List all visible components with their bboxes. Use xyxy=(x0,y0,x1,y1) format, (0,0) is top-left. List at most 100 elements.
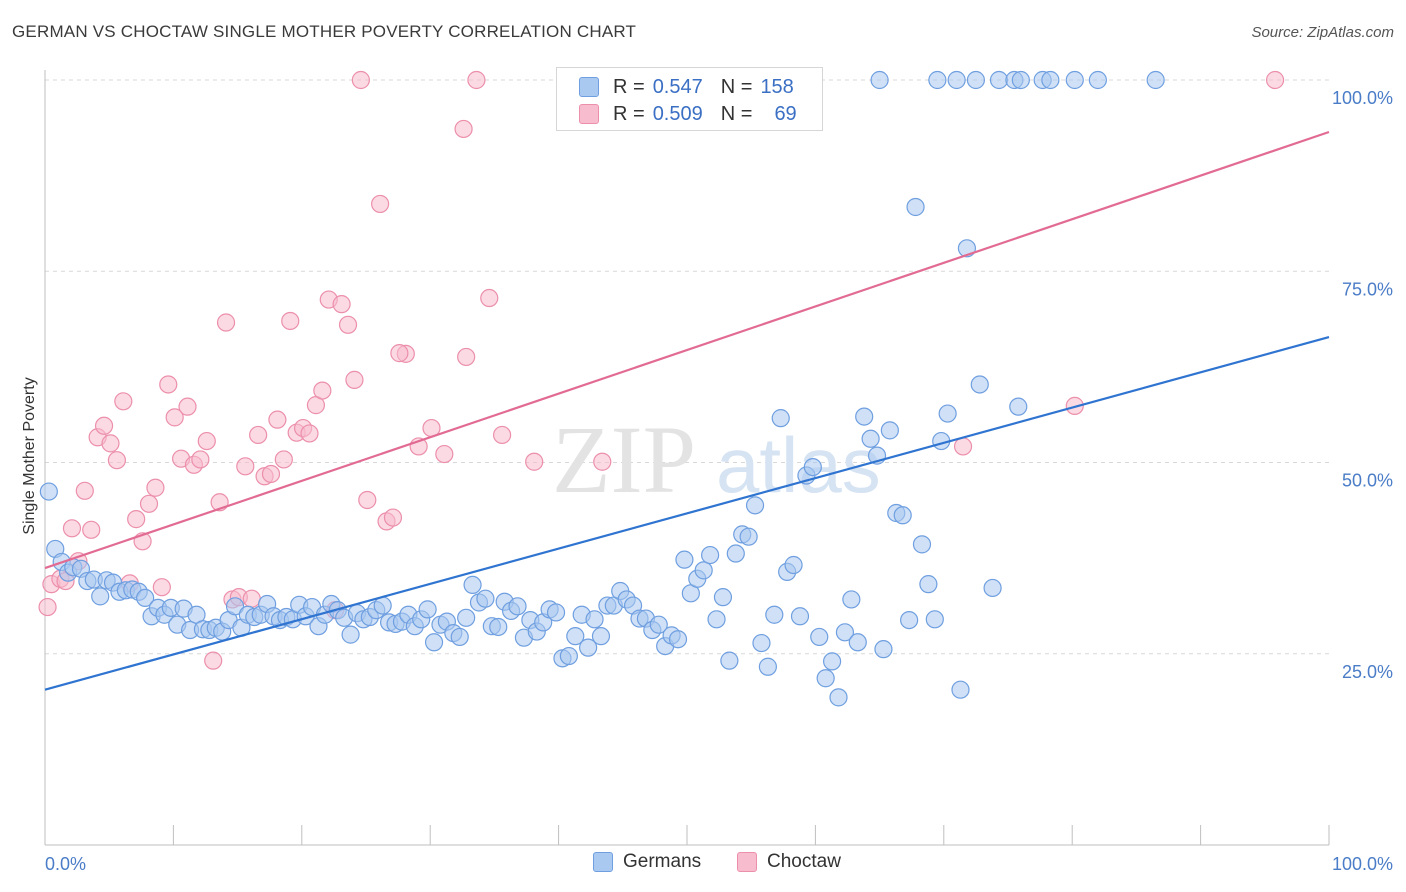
german-point xyxy=(874,640,893,659)
choctaw-point xyxy=(525,452,544,471)
german-points xyxy=(39,70,1165,707)
german-point xyxy=(341,625,360,644)
german-point xyxy=(970,375,989,394)
choctaw-point xyxy=(204,651,223,670)
choctaw-point xyxy=(1265,70,1285,90)
choctaw-point xyxy=(101,434,120,453)
german-point xyxy=(925,610,944,629)
series-legend-choctaw: Choctaw xyxy=(737,851,841,873)
german-point xyxy=(900,610,919,630)
choctaw-point xyxy=(191,450,210,469)
choctaw-point xyxy=(371,194,390,214)
german-point xyxy=(771,409,790,428)
german-point xyxy=(810,627,829,647)
choctaw-point xyxy=(82,520,101,539)
german-point xyxy=(784,555,803,575)
german-point xyxy=(947,70,966,90)
german-point xyxy=(450,627,469,647)
german-point xyxy=(585,610,604,629)
legend-r-label: R = xyxy=(613,102,645,125)
choctaw-point xyxy=(435,444,454,464)
y-tick-label: 100.0% xyxy=(1332,88,1393,108)
choctaw-point xyxy=(268,410,287,429)
choctaw-point xyxy=(139,494,159,513)
german-point xyxy=(489,617,508,637)
choctaw-point xyxy=(38,597,57,617)
choctaw-point xyxy=(152,578,171,597)
german-point xyxy=(842,590,861,609)
german-point xyxy=(880,421,899,440)
german-point xyxy=(835,623,855,642)
choctaw-point xyxy=(274,450,293,469)
choctaw-point xyxy=(178,397,197,416)
german-point xyxy=(870,70,889,90)
german-point xyxy=(893,506,912,525)
german-point xyxy=(1011,70,1030,90)
choctaw-point xyxy=(493,425,512,445)
german-point xyxy=(418,600,437,619)
choctaw-point xyxy=(94,416,114,435)
german-point xyxy=(463,575,482,595)
german-point xyxy=(906,197,925,217)
y-tick-labels: 25.0% 50.0% 75.0% 100.0% xyxy=(1332,88,1393,682)
german-point xyxy=(951,680,970,699)
legend-swatch-choctaw xyxy=(579,104,599,124)
german-point xyxy=(566,627,585,646)
german-point xyxy=(928,70,947,90)
german-point xyxy=(225,597,245,616)
choctaw-point xyxy=(62,519,82,538)
german-point xyxy=(707,610,726,629)
y-tick-label: 75.0% xyxy=(1342,279,1393,299)
german-point xyxy=(855,407,874,426)
choctaw-point xyxy=(242,589,261,608)
legend-n-value-germans: 158 xyxy=(760,75,794,98)
legend-r-value-choctaw: 0.509 xyxy=(652,102,703,125)
german-point xyxy=(848,633,867,652)
choctaw-trend-line xyxy=(44,130,1330,570)
watermark: ZIP atlas xyxy=(552,406,881,513)
choctaw-point xyxy=(249,425,268,445)
series-name-germans: Germans xyxy=(623,851,702,872)
legend-n-label: N = xyxy=(720,75,753,98)
german-point xyxy=(701,545,720,565)
choctaw-point xyxy=(107,451,127,470)
german-point xyxy=(694,561,713,580)
choctaw-point xyxy=(75,481,94,500)
watermark-atlas: atlas xyxy=(716,421,881,509)
german-point xyxy=(966,70,986,90)
german-point xyxy=(649,615,668,634)
y-axis-label: Single Mother Poverty xyxy=(21,377,38,534)
source-credit: Source: ZipAtlas.com xyxy=(1251,24,1394,41)
german-point xyxy=(668,630,688,649)
german-point xyxy=(591,627,611,646)
legend-r-value-germans: 0.547 xyxy=(652,75,703,98)
choctaw-point xyxy=(480,288,499,308)
choctaw-point xyxy=(351,70,370,90)
choctaw-point xyxy=(358,490,377,510)
german-point xyxy=(861,429,880,448)
choctaw-point xyxy=(165,408,184,427)
series-legend-germans: Germans xyxy=(593,851,701,873)
choctaw-point xyxy=(300,424,319,443)
chart-title: GERMAN VS CHOCTAW SINGLE MOTHER POVERTY … xyxy=(12,22,637,41)
german-point xyxy=(1065,70,1084,90)
x-tick-label: 0.0% xyxy=(45,854,86,874)
german-point xyxy=(989,70,1009,90)
choctaw-point xyxy=(345,370,364,389)
y-tick-label: 25.0% xyxy=(1342,662,1393,682)
german-point xyxy=(1088,70,1107,90)
german-point xyxy=(983,578,1002,598)
german-point xyxy=(559,646,578,666)
choctaw-point xyxy=(146,478,165,497)
german-point xyxy=(758,657,777,676)
german-point xyxy=(424,633,444,652)
axes xyxy=(44,70,1330,846)
choctaw-point xyxy=(114,392,133,411)
german-point xyxy=(765,605,784,624)
german-point xyxy=(720,651,739,670)
german-point xyxy=(136,588,155,608)
choctaw-point xyxy=(281,311,300,331)
watermark-zip: ZIP xyxy=(552,406,696,513)
legend-r-label: R = xyxy=(613,75,645,98)
legend-n-label: N = xyxy=(720,102,753,125)
